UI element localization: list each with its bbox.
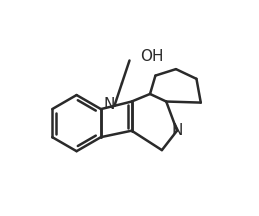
Text: N: N — [104, 97, 115, 112]
Text: N: N — [171, 123, 183, 138]
Text: OH: OH — [140, 49, 164, 64]
